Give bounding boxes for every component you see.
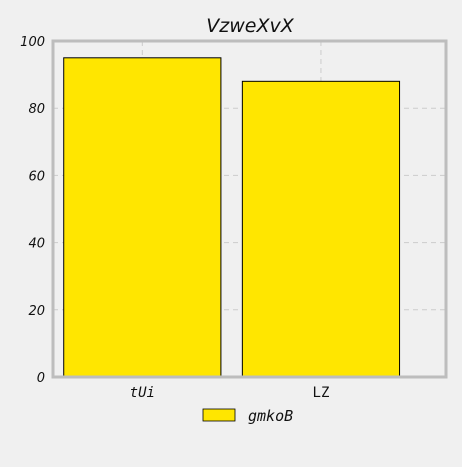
legend-swatch-gmkoB xyxy=(202,408,236,422)
ytick-label-60: 60 xyxy=(28,169,45,184)
ytick-label-20: 20 xyxy=(28,304,45,319)
ytick-label-0: 0 xyxy=(37,371,45,386)
bars xyxy=(63,57,401,378)
xtick-label-tUi: tUi xyxy=(130,385,155,401)
x-axis-ticks: tUi LZ xyxy=(130,385,330,401)
y-axis-ticks: 0 20 40 60 80 100 xyxy=(20,35,45,386)
ytick-label-100: 100 xyxy=(20,35,45,50)
chart-title: VzweXvX xyxy=(206,15,294,37)
xtick-label-LZ: LZ xyxy=(313,385,330,401)
bar-tUi xyxy=(63,57,222,378)
legend-label: gmkoB xyxy=(248,407,293,425)
ytick-label-80: 80 xyxy=(28,102,45,117)
bar-LZ xyxy=(241,80,401,378)
axes-frame xyxy=(51,39,448,379)
ytick-label-40: 40 xyxy=(28,237,45,252)
legend: gmkoB xyxy=(202,407,293,425)
